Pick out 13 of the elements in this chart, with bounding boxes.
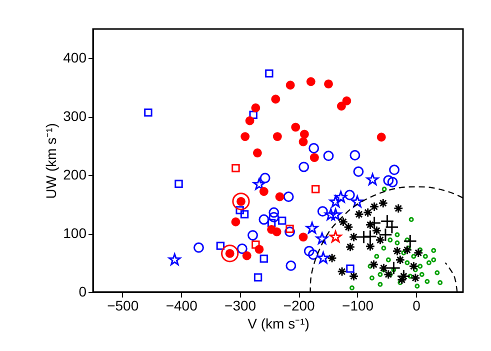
x-tick-label: −200 xyxy=(283,298,316,314)
x-tick-label: −400 xyxy=(166,298,198,314)
y-axis-title: UW (km s⁻¹) xyxy=(43,123,60,199)
y-tick-label: 300 xyxy=(63,108,87,124)
x-tick-label: −100 xyxy=(342,298,374,314)
x-tick-label: −500 xyxy=(107,298,139,314)
y-tick-label: 200 xyxy=(63,166,87,183)
x-tick-label: 0 xyxy=(412,298,421,314)
y-tick-label: 400 xyxy=(63,50,87,66)
y-tick-label: 0 xyxy=(78,284,87,300)
y-tick-label: 100 xyxy=(63,225,87,242)
x-axis-title: V (km s⁻¹) xyxy=(248,316,310,332)
x-tick-label: −300 xyxy=(224,298,256,314)
